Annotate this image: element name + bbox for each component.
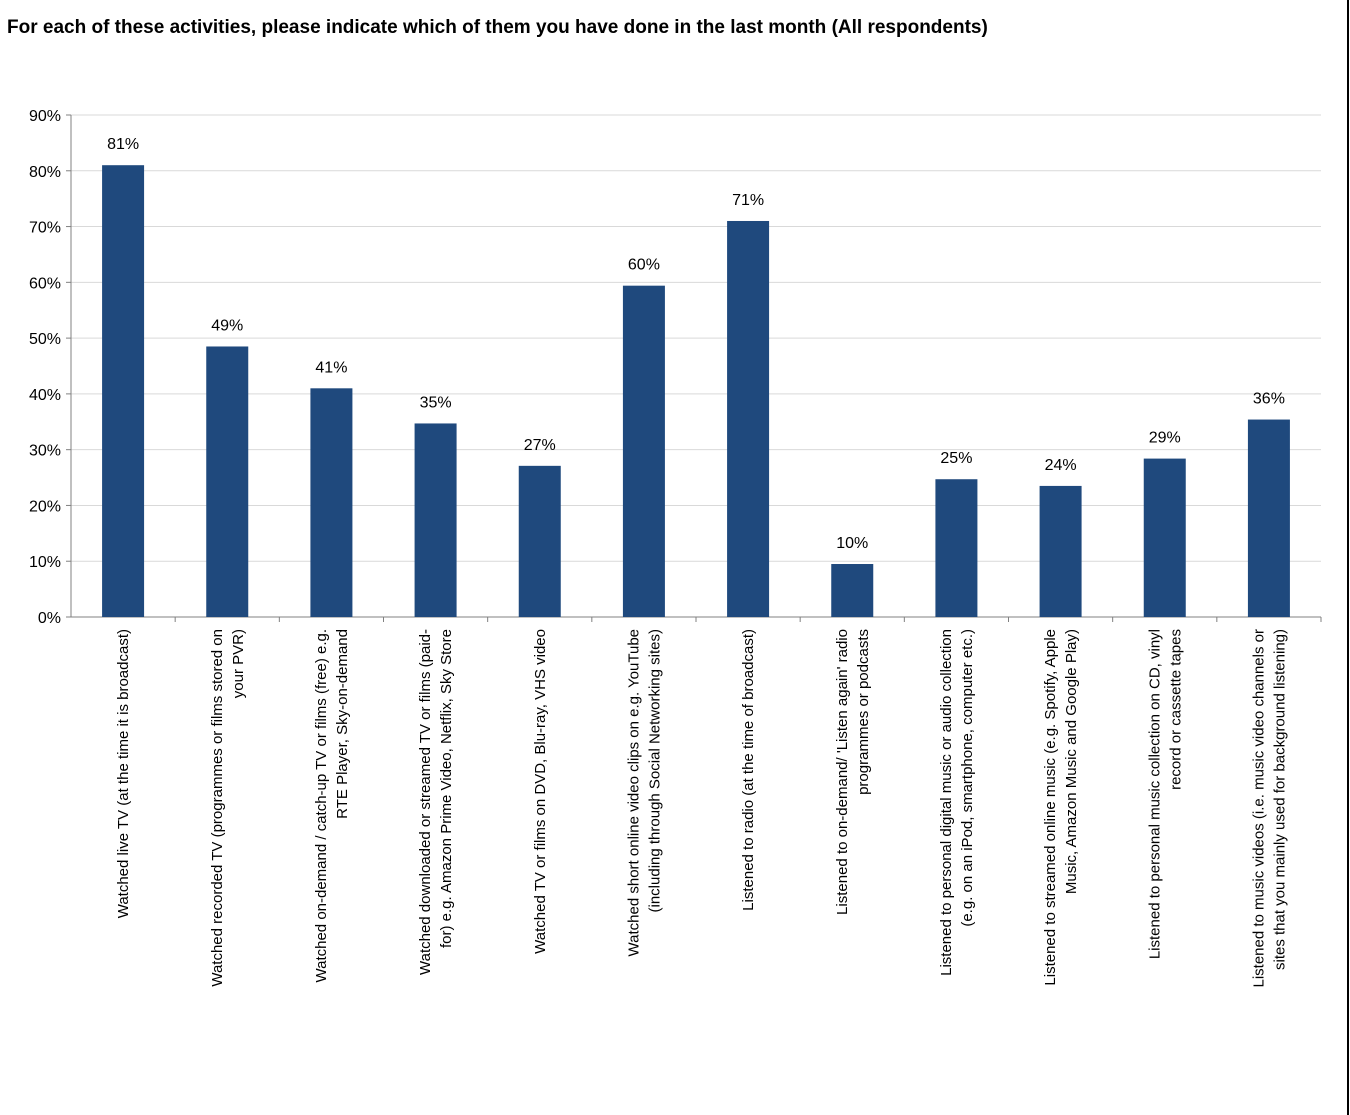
- y-tick-label: 20%: [29, 498, 61, 515]
- bar: [831, 564, 874, 617]
- data-label: 35%: [420, 394, 452, 411]
- category-label: Watched live TV (at the time it is broad…: [115, 629, 132, 918]
- bar: [1247, 419, 1290, 617]
- category-label-line: (e.g. on an iPod, smartphone, computer e…: [959, 629, 976, 927]
- data-label: 60%: [628, 257, 660, 274]
- y-tick-label: 0%: [38, 610, 61, 627]
- category-label: Watched TV or films on DVD, Blu-ray, VHS…: [532, 629, 549, 954]
- data-label: 41%: [315, 359, 347, 376]
- category-label: Watched short online video clips on e.g.…: [625, 629, 663, 956]
- data-label: 49%: [211, 317, 243, 334]
- category-label-line: Watched TV or films on DVD, Blu-ray, VHS…: [532, 629, 549, 954]
- bar: [102, 165, 145, 617]
- category-label-line: Listened to on-demand/ 'Listen again' ra…: [834, 629, 851, 915]
- bar: [206, 346, 249, 617]
- category-label-line: Watched live TV (at the time it is broad…: [115, 629, 132, 918]
- category-label-line: Listened to streamed online music (e.g. …: [1042, 629, 1059, 986]
- bar: [414, 423, 457, 617]
- category-label: Watched on-demand / catch-up TV or films…: [313, 629, 351, 982]
- bar: [727, 220, 770, 617]
- category-label-line: Listened to radio (at the time of broadc…: [740, 629, 757, 911]
- y-tick-label: 30%: [29, 443, 61, 460]
- y-tick-label: 80%: [29, 164, 61, 181]
- category-label-line: your PVR): [230, 629, 247, 698]
- y-tick-label: 40%: [29, 387, 61, 404]
- category-label-line: Watched downloaded or streamed TV or fil…: [417, 629, 434, 975]
- category-label-line: for) e.g. Amazon Prime Video, Netflix, S…: [438, 629, 455, 948]
- bar: [622, 285, 665, 617]
- data-label: 10%: [836, 535, 868, 552]
- category-label: Watched recorded TV (programmes or films…: [209, 629, 247, 987]
- category-label-line: Listened to personal music collection on…: [1146, 629, 1163, 959]
- data-label: 29%: [1149, 430, 1181, 447]
- data-label: 25%: [940, 450, 972, 467]
- category-label-line: Watched recorded TV (programmes or films…: [209, 629, 226, 987]
- category-label: Listened to personal music collection on…: [1146, 629, 1184, 959]
- category-label: Listened to streamed online music (e.g. …: [1042, 629, 1080, 986]
- data-label: 81%: [107, 136, 139, 153]
- category-label-line: (including through Social Networking sit…: [646, 629, 663, 912]
- bar: [935, 479, 978, 617]
- category-label-line: Listened to music videos (i.e. music vid…: [1250, 629, 1267, 988]
- y-tick-label: 90%: [29, 108, 61, 125]
- y-tick-label: 60%: [29, 275, 61, 292]
- category-label-line: record or cassette tapes: [1167, 629, 1184, 790]
- data-label: 71%: [732, 192, 764, 209]
- category-label: Listened to radio (at the time of broadc…: [740, 629, 757, 911]
- data-label: 27%: [524, 437, 556, 454]
- category-label-line: Watched short online video clips on e.g.…: [625, 629, 642, 956]
- chart-title: For each of these activities, please ind…: [7, 17, 988, 38]
- category-label: Watched downloaded or streamed TV or fil…: [417, 629, 455, 975]
- bar: [310, 388, 353, 617]
- category-label-line: RTE Player, Sky-on-demand: [334, 629, 351, 819]
- category-label-line: Listened to personal digital music or au…: [938, 629, 955, 976]
- data-label: 24%: [1045, 457, 1077, 474]
- category-label-line: Music, Amazon Music and Google Play): [1063, 629, 1080, 894]
- page-border: [1347, 0, 1349, 1115]
- y-tick-label: 50%: [29, 331, 61, 348]
- y-tick-label: 70%: [29, 220, 61, 237]
- bar: [518, 465, 561, 617]
- category-label: Listened to on-demand/ 'Listen again' ra…: [834, 629, 872, 915]
- category-label: Listened to music videos (i.e. music vid…: [1250, 629, 1288, 988]
- data-label: 36%: [1253, 391, 1285, 408]
- y-tick-label: 10%: [29, 554, 61, 571]
- bar: [1143, 458, 1186, 617]
- category-label-line: Watched on-demand / catch-up TV or films…: [313, 629, 330, 982]
- bar: [1039, 485, 1082, 617]
- category-label-line: sites that you mainly used for backgroun…: [1271, 629, 1288, 970]
- category-label-line: programmes or podcasts: [855, 629, 872, 795]
- category-label: Listened to personal digital music or au…: [938, 629, 976, 976]
